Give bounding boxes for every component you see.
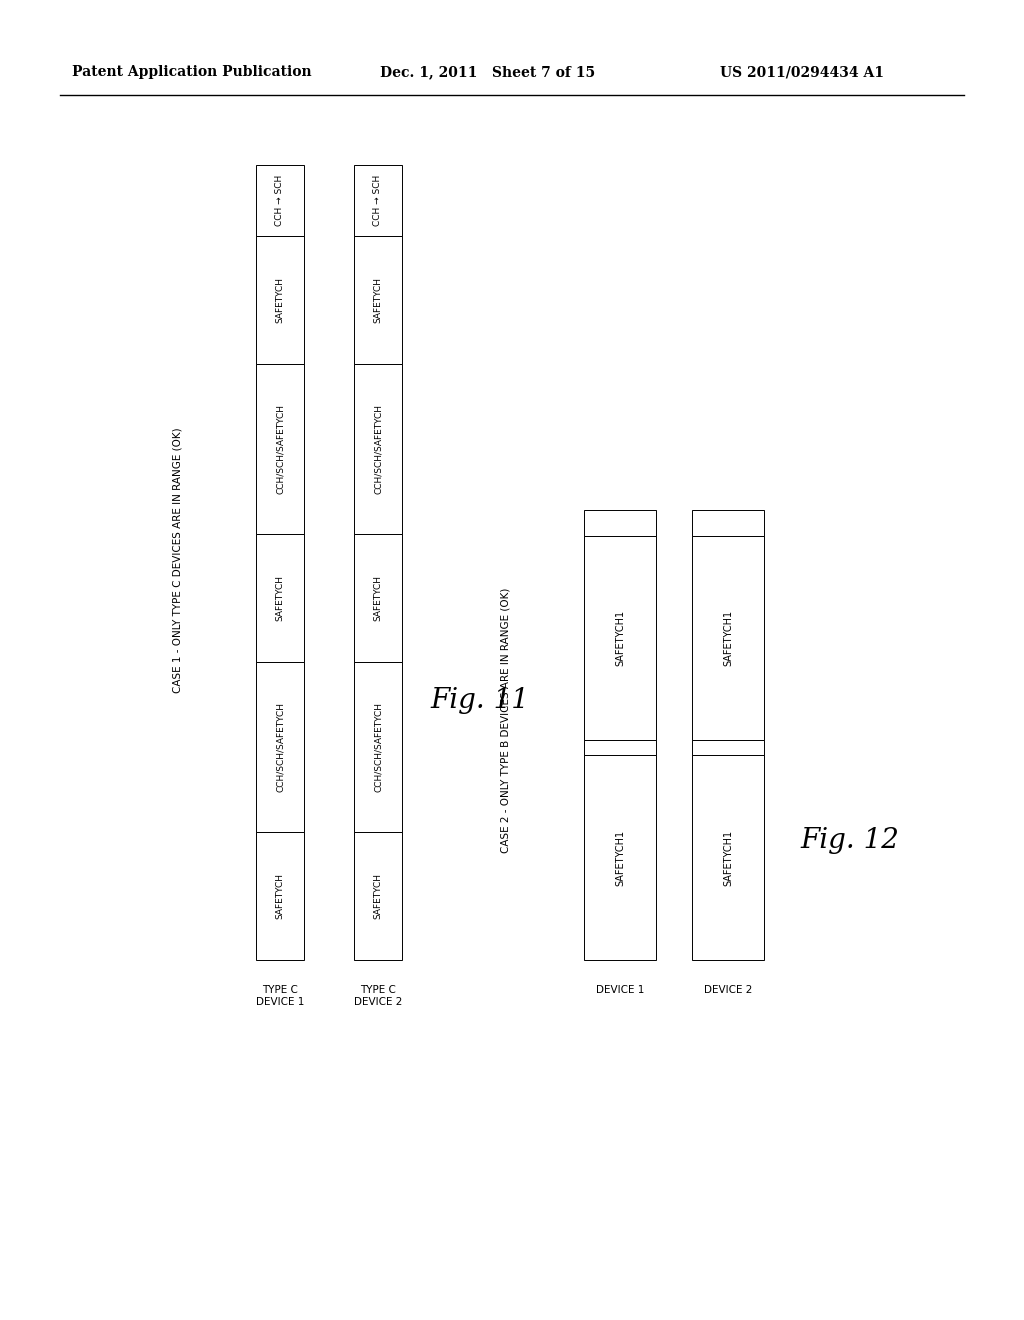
Text: Patent Application Publication: Patent Application Publication xyxy=(72,65,311,79)
Bar xyxy=(584,510,656,536)
Bar xyxy=(692,536,764,741)
Bar xyxy=(692,510,764,536)
Bar xyxy=(354,832,402,960)
Text: SAFETYCH1: SAFETYCH1 xyxy=(615,610,625,665)
Bar xyxy=(692,755,764,960)
Text: CCH → SCH: CCH → SCH xyxy=(374,174,383,226)
Text: TYPE C
DEVICE 1: TYPE C DEVICE 1 xyxy=(256,985,304,1007)
Text: SAFETYCH: SAFETYCH xyxy=(374,277,383,323)
Bar xyxy=(354,661,402,832)
Text: US 2011/0294434 A1: US 2011/0294434 A1 xyxy=(720,65,884,79)
Bar xyxy=(256,661,304,832)
Bar xyxy=(256,364,304,535)
Text: DEVICE 2: DEVICE 2 xyxy=(703,985,753,995)
Text: Fig. 12: Fig. 12 xyxy=(800,826,899,854)
Bar xyxy=(354,236,402,364)
Text: SAFETYCH1: SAFETYCH1 xyxy=(723,610,733,665)
Text: CCH/SCH/SAFETYCH: CCH/SCH/SAFETYCH xyxy=(374,702,383,792)
Text: SAFETYCH1: SAFETYCH1 xyxy=(615,830,625,886)
Text: DEVICE 1: DEVICE 1 xyxy=(596,985,644,995)
Text: SAFETYCH: SAFETYCH xyxy=(275,277,285,323)
Text: Fig. 11: Fig. 11 xyxy=(430,686,528,714)
Bar xyxy=(584,741,656,755)
Text: SAFETYCH: SAFETYCH xyxy=(275,576,285,620)
Bar xyxy=(256,236,304,364)
Bar xyxy=(256,832,304,960)
Text: CCH/SCH/SAFETYCH: CCH/SCH/SAFETYCH xyxy=(374,404,383,494)
Bar xyxy=(354,165,402,236)
Text: SAFETYCH: SAFETYCH xyxy=(374,576,383,620)
Bar xyxy=(354,535,402,661)
Text: TYPE C
DEVICE 2: TYPE C DEVICE 2 xyxy=(354,985,402,1007)
Bar xyxy=(354,364,402,535)
Bar xyxy=(692,741,764,755)
Bar xyxy=(256,535,304,661)
Bar xyxy=(584,536,656,741)
Text: CASE 2 - ONLY TYPE B DEVICES ARE IN RANGE (OK): CASE 2 - ONLY TYPE B DEVICES ARE IN RANG… xyxy=(500,587,510,853)
Text: Dec. 1, 2011   Sheet 7 of 15: Dec. 1, 2011 Sheet 7 of 15 xyxy=(380,65,595,79)
Text: CASE 1 - ONLY TYPE C DEVICES ARE IN RANGE (OK): CASE 1 - ONLY TYPE C DEVICES ARE IN RANG… xyxy=(173,428,183,693)
Text: SAFETYCH: SAFETYCH xyxy=(374,873,383,919)
Text: CCH/SCH/SAFETYCH: CCH/SCH/SAFETYCH xyxy=(275,702,285,792)
Bar xyxy=(256,165,304,236)
Text: SAFETYCH1: SAFETYCH1 xyxy=(723,830,733,886)
Text: CCH → SCH: CCH → SCH xyxy=(275,174,285,226)
Text: CCH/SCH/SAFETYCH: CCH/SCH/SAFETYCH xyxy=(275,404,285,494)
Bar xyxy=(584,755,656,960)
Text: SAFETYCH: SAFETYCH xyxy=(275,873,285,919)
